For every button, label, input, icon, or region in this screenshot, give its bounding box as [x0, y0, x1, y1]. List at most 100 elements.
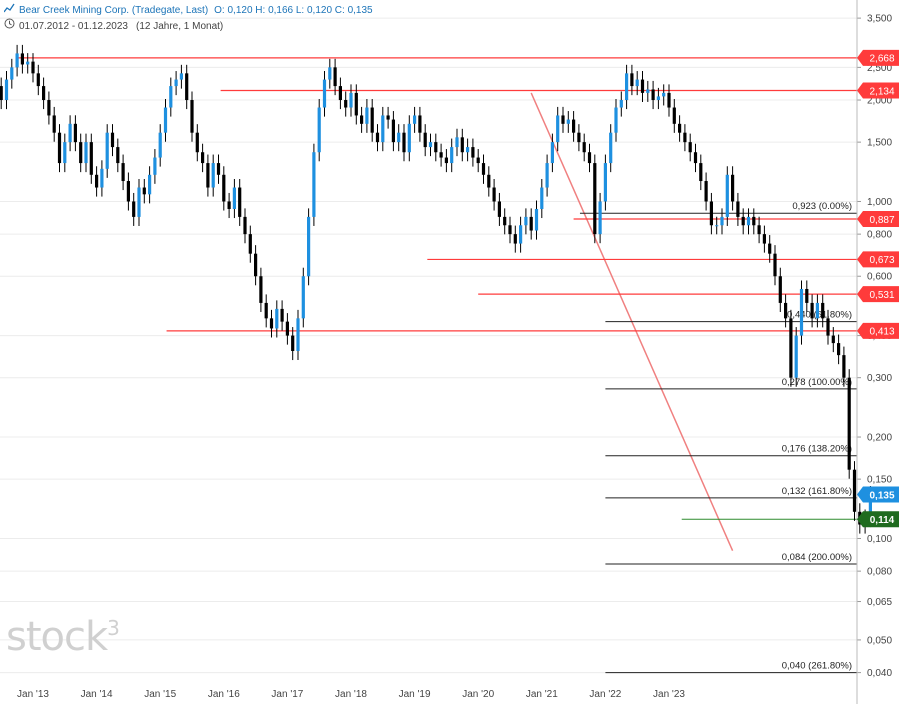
candle-body	[444, 157, 448, 164]
candle-body	[471, 147, 475, 158]
candle-body	[185, 73, 189, 101]
candle-body	[397, 132, 401, 143]
level-badge	[857, 211, 899, 228]
candle-body	[280, 308, 284, 322]
last-price-badge	[857, 486, 899, 503]
level-badge-label: 0,887	[869, 215, 894, 226]
level-badge-label: 2,134	[869, 86, 894, 97]
candle-body	[89, 142, 93, 175]
candle-body	[587, 152, 592, 164]
last-price-badge-label: 0,135	[869, 490, 894, 501]
candle-body	[317, 107, 321, 153]
candle-body	[0, 86, 3, 101]
candle-body	[651, 89, 655, 101]
x-tick-label: Jan '13	[17, 689, 49, 700]
candle-body	[296, 318, 300, 352]
y-tick-label: 0,080	[867, 567, 892, 578]
candle-body	[852, 469, 857, 512]
candle-body	[63, 142, 67, 164]
x-tick-label: Jan '22	[589, 689, 621, 700]
candle-body	[731, 174, 735, 202]
candle-body	[195, 132, 199, 153]
candle-body	[73, 123, 77, 143]
candle-body	[847, 377, 851, 470]
y-tick-label: 1,000	[867, 197, 892, 208]
candle-body	[275, 308, 279, 329]
candle-body	[312, 152, 316, 217]
fibonacci-levels: 0,923 (0.00%) 0,440 (61.80%) 0,278 (100.00…	[579, 201, 857, 674]
candle-body	[572, 119, 576, 133]
candle-body	[805, 288, 809, 303]
candle-body	[153, 157, 157, 175]
line-chart-icon	[3, 3, 15, 18]
candle-body	[402, 132, 406, 153]
candle-body	[413, 115, 417, 124]
candle-body	[121, 163, 125, 182]
candle-body	[322, 79, 327, 108]
candle-body	[513, 234, 517, 244]
candle-body	[455, 137, 459, 148]
y-tick-label: 0,065	[867, 597, 892, 608]
candle-body	[799, 288, 804, 336]
x-tick-label: Jan '20	[462, 689, 494, 700]
candle-body	[20, 53, 24, 65]
candle-body	[264, 302, 268, 319]
candle-body	[635, 79, 639, 87]
stock3-logo: stock3	[6, 614, 120, 660]
candle-body	[794, 335, 798, 378]
level-badge-label: 0,673	[869, 255, 894, 266]
candle-body	[238, 187, 242, 217]
candle-body	[360, 115, 364, 124]
candle-body	[598, 201, 602, 235]
candle-body	[487, 174, 491, 188]
candle-body	[328, 67, 332, 80]
candle-body	[163, 107, 168, 133]
candle-body	[614, 107, 618, 133]
candle-body	[757, 225, 761, 235]
candle-body	[646, 89, 650, 93]
candle-body	[837, 343, 841, 356]
candle-body	[68, 123, 72, 143]
y-tick-label: 2,000	[867, 96, 892, 107]
candle-body	[52, 115, 56, 133]
candle-body	[47, 100, 51, 116]
instrument-title[interactable]: Bear Creek Mining Corp. (Tradegate, Last…	[19, 5, 209, 16]
candle-body	[519, 225, 523, 244]
candle-body	[842, 355, 846, 378]
y-tick-label: 0,150	[867, 475, 892, 486]
candle-body	[338, 86, 342, 101]
candle-body	[291, 335, 295, 352]
candle-body	[450, 147, 454, 164]
y-tick-label: 1,500	[867, 138, 892, 149]
y-tick-label: 0,800	[867, 230, 892, 241]
candle-body	[789, 318, 793, 378]
chart-header: Bear Creek Mining Corp. (Tradegate, Last…	[3, 3, 373, 34]
x-tick-label: Jan '21	[526, 689, 558, 700]
candle-body	[10, 67, 14, 80]
candle-body	[79, 142, 83, 164]
candle-body	[100, 168, 104, 188]
candle-body	[84, 142, 88, 164]
level-badge	[857, 251, 899, 268]
candle-body	[609, 132, 613, 164]
candle-body	[142, 187, 146, 195]
candle-body	[386, 115, 390, 120]
fib-label: 0,132 (161.80%)	[782, 486, 852, 497]
candle-body	[736, 201, 740, 217]
candle-body	[434, 142, 438, 153]
y-axis: 0,040 0,050 0,065 0,080 0,100 0,150 0,200 0,300…	[856, 0, 892, 704]
candle-body	[248, 234, 252, 254]
candle-body	[15, 53, 19, 68]
candle-body	[285, 321, 289, 336]
candle-body	[116, 147, 120, 164]
candle-body	[428, 142, 433, 148]
candle-body	[630, 73, 634, 87]
candle-body	[232, 187, 236, 209]
candle-body	[752, 216, 756, 226]
candle-body	[709, 201, 713, 226]
candle-body	[667, 92, 671, 108]
fib-label: 0,440 (61.80%)	[787, 310, 852, 321]
candle-body	[821, 302, 825, 319]
candle-body	[868, 494, 872, 519]
